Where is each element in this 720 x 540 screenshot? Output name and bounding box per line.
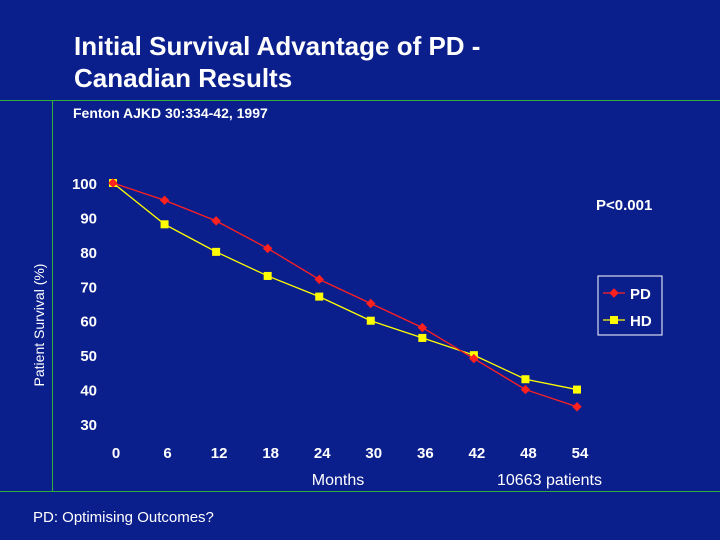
slide-title: Initial Survival Advantage of PD - Canad… xyxy=(74,30,674,94)
data-point-pd xyxy=(211,216,221,226)
chart-labels: 30 40 50 60 70 80 90 100 0 6 12 18 24 30 36 42 48 54 Month… xyxy=(31,176,663,489)
data-point-pd xyxy=(314,274,324,285)
series-line-pd xyxy=(112,182,578,408)
data-point-hd xyxy=(366,316,375,325)
data-point-pd xyxy=(366,298,376,309)
legend-label-pd: PD xyxy=(630,286,651,303)
x-axis-label: Months xyxy=(312,472,364,489)
bottom-divider xyxy=(0,491,720,492)
y-tick-label: 90 xyxy=(80,210,97,227)
data-point-pd xyxy=(159,195,170,205)
left-divider xyxy=(52,100,53,492)
data-point-pd xyxy=(262,243,273,254)
y-tick-label: 100 xyxy=(72,176,97,193)
top-divider xyxy=(0,100,720,101)
data-point-hd xyxy=(212,247,221,256)
legend-marker-pd xyxy=(609,288,619,298)
legend-marker-hd xyxy=(610,316,618,324)
data-point-hd xyxy=(315,292,324,301)
y-tick-label: 60 xyxy=(80,314,97,331)
legend-label-hd: HD xyxy=(630,313,652,330)
chart-series xyxy=(108,178,582,412)
data-point-pd xyxy=(417,322,428,333)
series-hd xyxy=(109,179,581,394)
data-point-hd xyxy=(263,271,272,280)
y-tick-label: 70 xyxy=(80,279,97,296)
data-point-hd xyxy=(573,385,581,394)
series-pd xyxy=(108,178,582,412)
x-tick-label: 12 xyxy=(211,445,228,462)
patient-count-annotation: 10663 patients xyxy=(497,472,602,489)
x-tick-label: 42 xyxy=(469,445,486,462)
y-tick-label: 30 xyxy=(80,417,97,434)
x-tick-label: 30 xyxy=(365,445,382,462)
data-point-pd xyxy=(572,402,582,412)
data-point-pd xyxy=(520,384,531,395)
x-tick-label: 54 xyxy=(572,445,589,462)
data-point-pd xyxy=(108,178,118,188)
citation: Fenton AJKD 30:334-42, 1997 xyxy=(73,105,268,121)
data-point-pd xyxy=(469,353,479,364)
x-tick-label: 0 xyxy=(112,445,120,462)
x-tick-label: 18 xyxy=(262,445,279,462)
data-point-hd xyxy=(521,375,530,384)
y-tick-label: 50 xyxy=(80,348,97,365)
y-tick-label: 40 xyxy=(80,383,97,400)
title-line-1: Initial Survival Advantage of PD - xyxy=(74,31,481,61)
p-value-annotation: P<0.001 xyxy=(596,197,652,214)
x-tick-label: 24 xyxy=(314,445,331,462)
series-line-hd xyxy=(112,182,578,391)
footer-text: PD: Optimising Outcomes? xyxy=(33,509,214,526)
data-point-hd xyxy=(160,220,169,229)
x-tick-label: 36 xyxy=(417,445,434,462)
x-tick-label: 6 xyxy=(163,445,171,462)
x-tick-label: 48 xyxy=(520,445,537,462)
y-tick-label: 80 xyxy=(80,245,97,262)
y-axis-label: Patient Survival (%) xyxy=(31,264,47,387)
legend-box xyxy=(597,275,663,336)
title-line-2: Canadian Results xyxy=(74,63,293,93)
data-point-hd xyxy=(418,333,427,342)
